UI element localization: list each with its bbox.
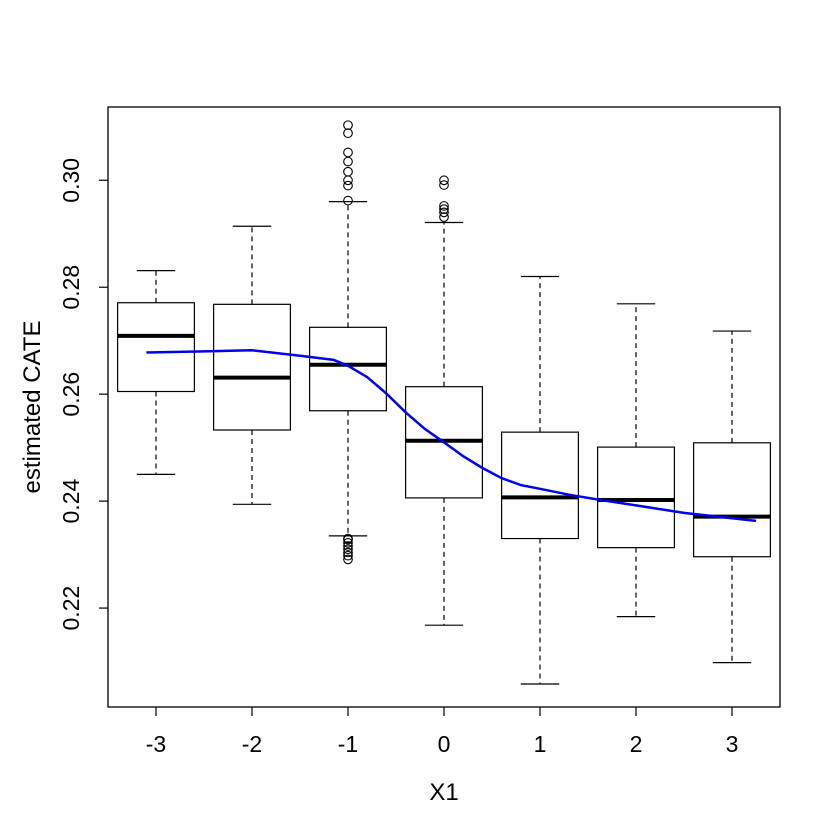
outlier-point [439, 175, 449, 186]
outlier-point [343, 554, 353, 565]
box--3 [116, 270, 196, 475]
trend-line [146, 349, 757, 523]
box-iqr [309, 326, 388, 412]
x-tick-label: 0 [438, 731, 451, 757]
box-iqr [596, 446, 675, 549]
y-tick-label: 0.26 [58, 372, 84, 417]
box-0 [405, 175, 484, 626]
outlier-point [343, 550, 353, 561]
x-tick-label: -1 [338, 731, 358, 757]
y-tick-label: 0.22 [58, 586, 84, 631]
outlier-point [343, 175, 353, 186]
outlier-point [343, 156, 353, 167]
boxes-layer [116, 120, 771, 685]
outlier-point [343, 544, 353, 555]
y-axis-title: estimated CATE [19, 321, 46, 494]
box-1 [501, 275, 580, 685]
box-2 [596, 303, 675, 618]
x-tick-label: 3 [726, 731, 739, 757]
outlier-point [343, 547, 353, 558]
box--2 [213, 225, 292, 505]
box-iqr [501, 431, 580, 540]
outlier-point [439, 212, 449, 223]
outlier-point [439, 201, 449, 211]
x-tick-label: -3 [146, 731, 166, 757]
box-3 [692, 330, 771, 664]
box-iqr [692, 442, 771, 558]
outlier-point [343, 537, 353, 548]
box-iqr [213, 303, 292, 431]
outlier-point [343, 533, 353, 544]
outlier-point [343, 166, 353, 177]
outlier-point [343, 128, 353, 139]
outlier-point [343, 541, 353, 551]
outlier-point [343, 180, 353, 191]
outlier-point [343, 147, 353, 158]
y-tick-label: 0.24 [58, 479, 84, 524]
trend-line-layer [146, 349, 757, 523]
x-tick-label: -2 [242, 731, 262, 757]
y-axis: 0.22 0.24 0.26 0.28 0.30 [58, 158, 108, 631]
outlier-point [343, 195, 353, 206]
outlier-point [343, 120, 353, 131]
y-tick-label: 0.28 [58, 265, 84, 310]
box-iqr [116, 302, 196, 393]
x-tick-label: 2 [630, 731, 643, 757]
x-axis-title: X1 [429, 779, 458, 806]
x-axis: -3 -2 -1 0 1 2 3 [146, 707, 739, 757]
outlier-point [439, 204, 449, 214]
y-tick-label: 0.30 [58, 158, 84, 203]
outlier-point [439, 207, 449, 218]
outlier-point [439, 180, 449, 190]
box--1 [309, 120, 388, 565]
x-tick-label: 1 [534, 731, 547, 757]
